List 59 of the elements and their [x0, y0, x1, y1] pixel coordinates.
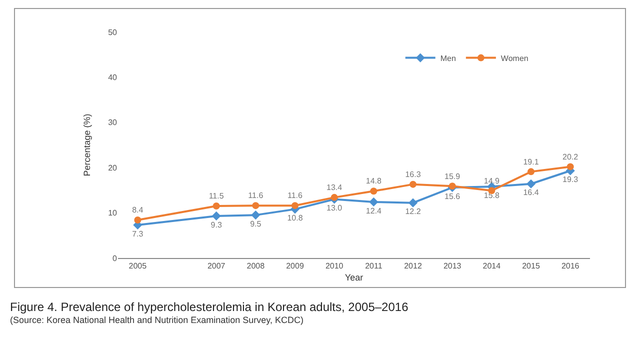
text: (Source: Korea National Health and Nutrition Examination Survey, KCDC) — [10, 315, 304, 325]
x-tick-label: 2008 — [246, 262, 266, 271]
data-label: 11.6 — [248, 191, 264, 200]
point — [292, 202, 298, 210]
point — [251, 210, 260, 220]
y-tick-label: 0 — [112, 254, 118, 263]
data-label: 7.3 — [132, 229, 144, 238]
data-label: 9.3 — [210, 220, 222, 230]
data-label: 11.5 — [208, 192, 224, 201]
y-tick-label: 20 — [108, 163, 118, 172]
x-axis-title: Year — [344, 272, 364, 282]
point — [330, 194, 338, 201]
data-label: 12.2 — [405, 207, 422, 216]
point — [528, 168, 534, 176]
data-label: 13.4 — [326, 183, 343, 192]
y-tick-label: 50 — [108, 28, 118, 37]
x-tick-label: 2015 — [522, 262, 540, 271]
x-tick-label: 2011 — [365, 262, 383, 271]
data-label: 16.3 — [405, 170, 422, 179]
point — [369, 197, 378, 206]
x-tick-label: 2013 — [443, 262, 462, 271]
x-tick-label: 2010 — [325, 262, 344, 271]
point — [370, 188, 378, 195]
data-label: 13.0 — [326, 204, 343, 213]
legend-label: Women — [500, 54, 528, 63]
point — [526, 179, 536, 188]
y-tick-label: 10 — [108, 208, 118, 218]
data-label: 9.5 — [250, 219, 262, 228]
y-axis-title: Percentage (%) — [82, 114, 92, 176]
y-tick-label: 30 — [108, 118, 118, 128]
x-tick-label: 2005 — [128, 262, 148, 271]
data-label: 15.9 — [444, 172, 461, 181]
data-label: 14.9 — [484, 176, 500, 186]
x-tick-label: 2014 — [482, 262, 502, 271]
data-label: 19.3 — [562, 175, 579, 184]
data-label: 11.6 — [288, 191, 304, 200]
x-tick-label: 2009 — [286, 262, 304, 271]
x-tick-label: 2012 — [404, 262, 422, 271]
point — [408, 198, 418, 208]
data-label: 8.4 — [132, 206, 144, 215]
data-label: 12.4 — [366, 206, 382, 216]
point — [212, 202, 220, 210]
caption: Figure 4. Prevalence of hypercholesterolemia in Korean adults, 2005–2016 — [10, 300, 408, 314]
y-tick-label: 40 — [108, 73, 118, 82]
data-label: 10.8 — [287, 214, 304, 223]
point — [134, 216, 142, 224]
data-label: 16.4 — [523, 188, 540, 198]
point — [252, 202, 260, 210]
data-label: 15.6 — [444, 192, 461, 201]
legend-label: Men — [440, 54, 456, 63]
point — [212, 211, 221, 221]
x-tick-label: 2007 — [207, 262, 226, 271]
data-label: 14.8 — [366, 176, 382, 186]
x-tick-label: 2016 — [561, 262, 580, 271]
data-label: 20.2 — [562, 152, 579, 162]
point — [448, 182, 456, 190]
data-label: 19.1 — [523, 157, 540, 166]
point — [410, 180, 416, 188]
point — [566, 163, 574, 170]
